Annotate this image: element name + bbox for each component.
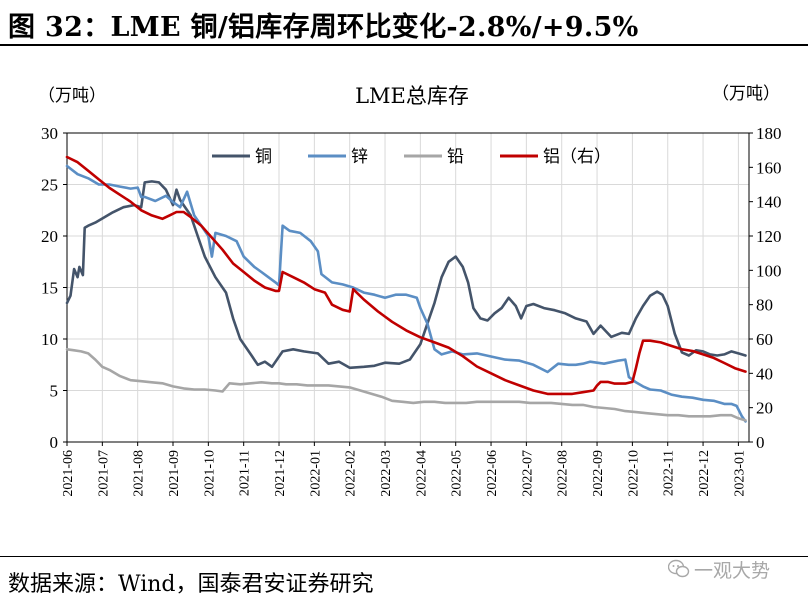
series-line-铜 xyxy=(65,180,747,370)
left-tick-label: 10 xyxy=(41,330,58,349)
x-tick-label: 2022-10 xyxy=(626,450,641,497)
x-tick-label: 2022-08 xyxy=(556,450,571,497)
watermark-text: 一观大势 xyxy=(694,559,771,582)
figure-header: 图 32：LME 铜/铝库存周环比变化-2.8%/+9.5% xyxy=(0,0,808,46)
x-axis: 2021-06 2021-07 2021-08 2021-09 2021-10 2021-… xyxy=(61,442,747,497)
right-y-axis: 0 20 40 60 80 100 120 140 160 180 xyxy=(749,124,782,452)
lme-inventory-chart: 0 5 10 15 20 25 30 0 20 40 60 80 100 120 140 160 180 20… xyxy=(38,84,782,497)
series-line-铅 xyxy=(65,347,747,422)
right-tick-label: 180 xyxy=(756,124,782,143)
left-tick-label: 0 xyxy=(50,433,59,452)
right-axis-unit: （万吨） xyxy=(712,84,780,104)
legend-label: 铝（右） xyxy=(543,147,611,167)
x-tick-label: 2022-05 xyxy=(450,450,465,497)
right-tick-label: 80 xyxy=(756,296,773,315)
legend-label: 铅 xyxy=(447,147,464,167)
right-tick-label: 140 xyxy=(756,193,782,212)
watermark: 一观大势 xyxy=(668,556,770,582)
x-tick-label: 2022-03 xyxy=(379,450,394,497)
right-tick-label: 40 xyxy=(756,364,773,383)
x-tick-label: 2022-09 xyxy=(591,450,606,497)
series-line-铝（右） xyxy=(65,155,747,396)
bottom-rule xyxy=(0,556,808,557)
figure-title: 图 32：LME 铜/铝库存周环比变化-2.8%/+9.5% xyxy=(8,12,639,43)
x-tick-label: 2023-01 xyxy=(732,450,747,497)
left-tick-label: 30 xyxy=(41,124,58,143)
x-tick-label: 2022-12 xyxy=(697,450,712,497)
x-tick-label: 2022-11 xyxy=(662,450,677,496)
x-tick-label: 2022-06 xyxy=(485,450,500,497)
x-tick-label: 2022-01 xyxy=(308,450,323,497)
left-y-axis: 0 5 10 15 20 25 30 xyxy=(41,124,67,452)
left-tick-label: 5 xyxy=(50,382,59,401)
right-tick-label: 20 xyxy=(756,399,773,418)
legend-label: 铜 xyxy=(255,147,272,167)
x-tick-label: 2021-10 xyxy=(202,450,217,497)
wechat-icon xyxy=(668,559,690,578)
right-tick-label: 100 xyxy=(756,261,782,280)
x-tick-label: 2022-04 xyxy=(414,450,429,497)
x-tick-label: 2021-07 xyxy=(96,450,111,497)
legend-label: 锌 xyxy=(351,147,368,167)
x-tick-label: 2021-06 xyxy=(61,450,76,497)
legend: 铜 锌 铅 铝（右） xyxy=(212,147,611,167)
right-tick-label: 60 xyxy=(756,330,773,349)
left-tick-label: 20 xyxy=(41,227,58,246)
x-tick-label: 2021-12 xyxy=(273,450,288,497)
right-tick-label: 0 xyxy=(756,433,765,452)
series-lines xyxy=(65,155,747,423)
top-rule xyxy=(0,44,808,46)
left-axis-unit: （万吨） xyxy=(38,86,106,106)
right-tick-label: 160 xyxy=(756,158,782,177)
x-tick-label: 2022-02 xyxy=(344,450,359,497)
x-tick-label: 2021-09 xyxy=(167,450,182,497)
grid-lines xyxy=(67,133,749,442)
x-tick-label: 2021-08 xyxy=(132,450,147,497)
data-source-note: 数据来源：Wind，国泰君安证券研究 xyxy=(8,572,374,597)
x-tick-label: 2021-11 xyxy=(238,450,253,496)
series-line-锌 xyxy=(65,164,747,423)
x-tick-label: 2022-07 xyxy=(520,450,535,497)
right-tick-label: 120 xyxy=(756,227,782,246)
left-tick-label: 15 xyxy=(41,279,58,298)
left-tick-label: 25 xyxy=(41,176,58,195)
chart-title: LME总库存 xyxy=(355,84,469,108)
